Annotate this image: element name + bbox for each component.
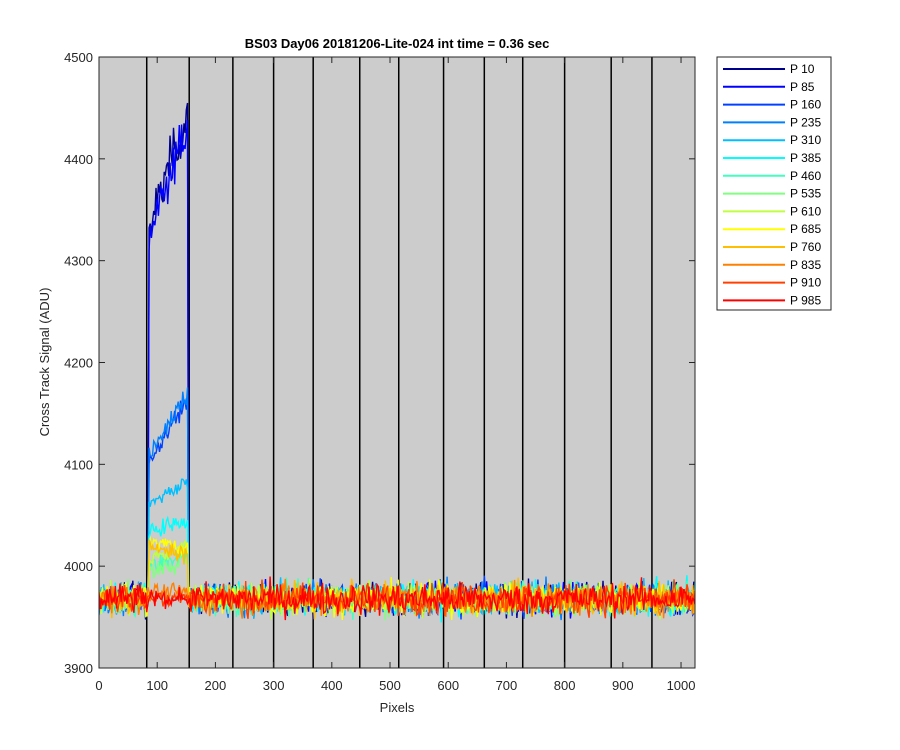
legend-label: P 10 <box>790 62 815 76</box>
x-tick-label: 400 <box>321 678 343 693</box>
column-boundaries <box>145 57 653 668</box>
legend <box>716 56 832 311</box>
y-tick-label: 4200 <box>64 356 93 371</box>
y-tick-label: 4300 <box>64 254 93 269</box>
x-tick-label: 700 <box>496 678 518 693</box>
legend-label: P 835 <box>790 258 821 272</box>
x-tick-label: 800 <box>554 678 576 693</box>
x-tick-label: 300 <box>263 678 285 693</box>
legend-label: P 385 <box>790 151 821 165</box>
x-tick-label: 100 <box>146 678 168 693</box>
x-tick-label: 0 <box>95 678 102 693</box>
legend-label: P 910 <box>790 276 821 290</box>
x-tick-label: 600 <box>437 678 459 693</box>
y-tick-label: 4500 <box>64 50 93 65</box>
legend-label: P 310 <box>790 133 821 147</box>
series-group <box>99 102 695 623</box>
y-tick-label: 4100 <box>64 457 93 472</box>
legend-label: P 85 <box>790 80 815 94</box>
y-tick-label: 4400 <box>64 152 93 167</box>
x-tick-label: 200 <box>205 678 227 693</box>
legend-label: P 535 <box>790 187 821 201</box>
legend-label: P 160 <box>790 98 821 112</box>
y-tick-label: 3900 <box>64 661 93 676</box>
legend-label: P 685 <box>790 222 821 236</box>
legend-label: P 760 <box>790 240 821 254</box>
series-line <box>99 576 695 621</box>
legend-label: P 235 <box>790 115 821 129</box>
x-axis: 0 100 200 300 400 500 600 700 800 900 1000 <box>95 57 695 693</box>
legend-label: P 460 <box>790 169 821 183</box>
chart-title: BS03 Day06 20181206-Lite-024 int time = … <box>245 36 550 51</box>
x-tick-label: 900 <box>612 678 634 693</box>
y-axis: 3900 4000 4100 4200 4300 4400 4500 <box>64 50 695 676</box>
x-tick-label: 1000 <box>667 678 696 693</box>
y-axis-title: Cross Track Signal (ADU) <box>37 288 52 437</box>
legend-items: P 10 P 85 P 160 P 235 P 310 P 385 P 460 P 535 P … <box>723 62 821 307</box>
x-axis-title: Pixels <box>380 700 415 715</box>
x-tick-label: 500 <box>379 678 401 693</box>
legend-label: P 610 <box>790 204 821 218</box>
plot-area <box>99 57 695 668</box>
y-tick-label: 4000 <box>64 559 93 574</box>
legend-label: P 985 <box>790 293 821 307</box>
